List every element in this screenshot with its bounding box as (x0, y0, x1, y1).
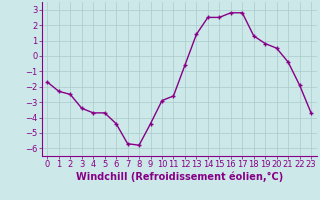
X-axis label: Windchill (Refroidissement éolien,°C): Windchill (Refroidissement éolien,°C) (76, 172, 283, 182)
